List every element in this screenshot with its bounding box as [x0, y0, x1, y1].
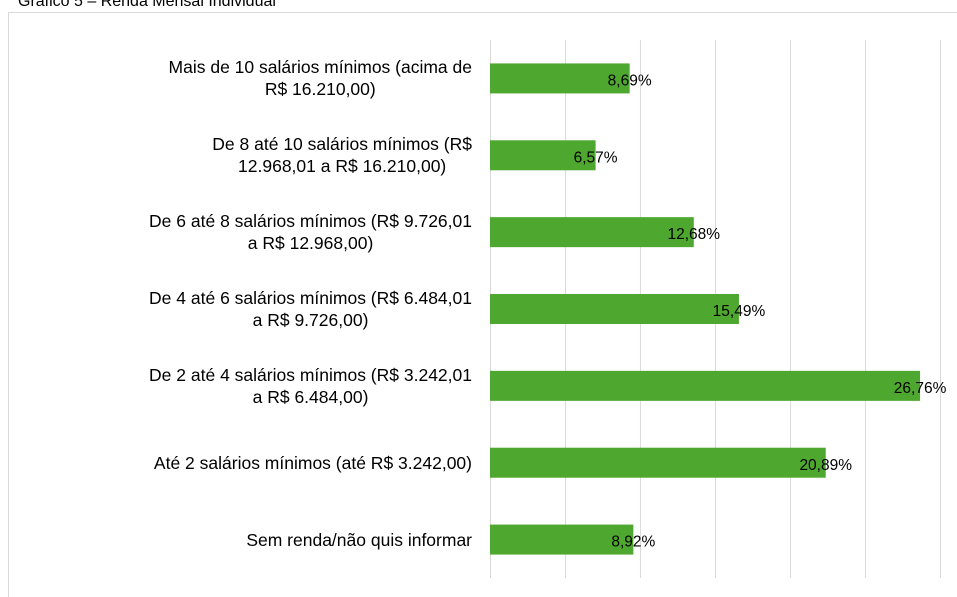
category-label: De 2 até 4 salários mínimos (R$ 3.242,01…: [149, 364, 472, 407]
category-label-box: De 2 até 4 salários mínimos (R$ 3.242,01…: [2, 364, 472, 408]
category-label-box: De 4 até 6 salários mínimos (R$ 6.484,01…: [2, 287, 472, 331]
value-label: 8,92%: [611, 534, 655, 551]
value-label: 12,68%: [667, 226, 720, 243]
bar: [490, 217, 694, 248]
category-label: De 8 até 10 salários mínimos (R$ 12.968,…: [212, 134, 472, 177]
category-label-box: De 8 até 10 salários mínimos (R$ 12.968,…: [2, 133, 472, 177]
chart-frame: [8, 12, 957, 597]
value-label: 20,89%: [799, 457, 852, 474]
value-label: 15,49%: [713, 303, 766, 320]
bar: [490, 447, 826, 478]
bar: [490, 294, 739, 324]
category-label-box: Mais de 10 salários mínimos (acima de R$…: [2, 56, 472, 100]
bar: [490, 140, 596, 171]
category-label: Sem renda/não quis informar: [246, 529, 472, 550]
chart-title: Gráfico 5 – Renda Mensal Individual: [18, 0, 276, 10]
category-label: Até 2 salários mínimos (até R$ 3.242,00): [153, 452, 472, 473]
value-label: 8,69%: [608, 73, 652, 90]
bar: [490, 63, 630, 94]
bar: [490, 370, 921, 401]
category-label: Mais de 10 salários mínimos (acima de R$…: [168, 57, 472, 100]
value-label: 26,76%: [894, 380, 947, 397]
value-label: 6,57%: [574, 149, 618, 166]
category-label-box: De 6 até 8 salários mínimos (R$ 9.726,01…: [2, 210, 472, 254]
category-label-box: Até 2 salários mínimos (até R$ 3.242,00): [2, 452, 472, 474]
bar: [490, 524, 634, 555]
category-label: De 6 até 8 salários mínimos (R$ 9.726,01…: [149, 211, 472, 254]
category-label-box: Sem renda/não quis informar: [2, 529, 472, 551]
category-label: De 4 até 6 salários mínimos (R$ 6.484,01…: [149, 288, 472, 330]
